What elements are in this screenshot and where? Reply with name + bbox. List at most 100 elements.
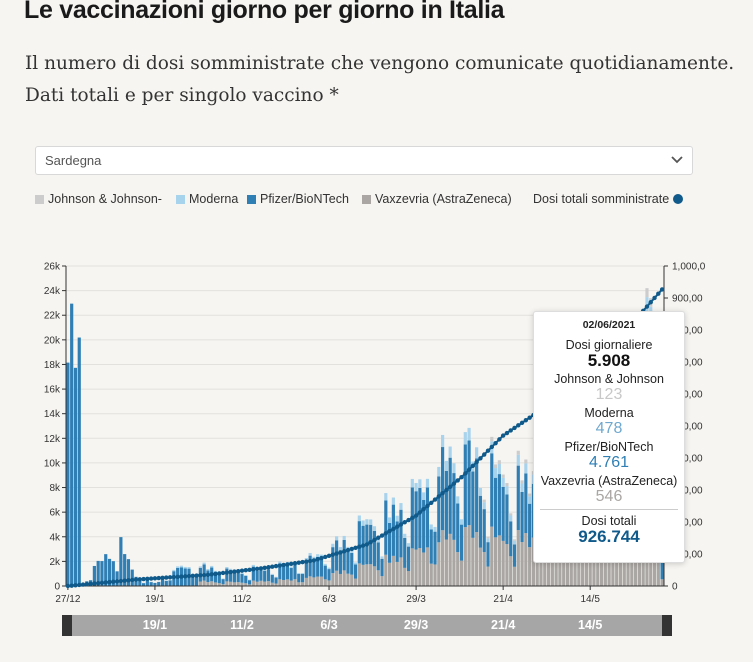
bar-pfizer (475, 458, 479, 533)
bar-pfizer (520, 491, 524, 543)
total-doses-point (455, 478, 460, 483)
x-tick-label: 21/4 (493, 594, 513, 605)
bar-pfizer (141, 583, 146, 586)
total-doses-point (463, 471, 468, 476)
bar-pfizer (213, 572, 218, 583)
tooltip-total-label: Dosi totali (581, 514, 637, 528)
total-doses-point (95, 580, 101, 586)
bar-pfizer (380, 558, 384, 577)
total-doses-point (508, 428, 513, 433)
total-doses-point (444, 487, 449, 493)
bar-pfizer (501, 486, 505, 541)
y-tick-label-right: 400,00 (672, 454, 703, 465)
legend-item-moderna[interactable]: Moderna (176, 192, 238, 206)
region-select[interactable]: Sardegna (35, 146, 693, 175)
brush-handle-left[interactable] (62, 615, 72, 636)
bar-pfizer (153, 582, 157, 586)
tooltip-date: 02/06/2021 (582, 319, 636, 331)
bar-vaxzevria (501, 540, 505, 586)
total-doses-point (489, 444, 494, 450)
bar-jj (482, 499, 486, 503)
bar-moderna (425, 478, 430, 488)
bar-pfizer (278, 563, 282, 580)
bar-pfizer (160, 578, 165, 586)
total-doses-point (224, 570, 230, 575)
bar-moderna (478, 487, 483, 496)
bar-jj (501, 474, 505, 478)
bar-moderna (263, 569, 267, 571)
bar-moderna (342, 535, 346, 540)
bar-moderna (520, 483, 524, 492)
bar-pfizer (452, 473, 456, 540)
total-doses-point (148, 576, 154, 581)
y-tick-label-left: 16k (44, 385, 61, 396)
total-doses-point (497, 437, 502, 442)
bar-vaxzevria (516, 530, 520, 586)
bar-vaxzevria (497, 535, 501, 586)
bar-moderna (187, 567, 191, 569)
total-doses-point (273, 563, 279, 569)
y-tick-label-right: 600,00 (672, 390, 703, 401)
x-tick-label: 14/5 (580, 594, 600, 605)
bar-pfizer (107, 558, 112, 586)
tooltip-daily-label: Dosi giornaliere (565, 338, 653, 352)
bar-moderna (369, 519, 373, 525)
bar-pfizer (194, 577, 199, 586)
subtitle-line-1: Il numero di dosi somministrate che veng… (25, 53, 735, 74)
total-doses-point (99, 580, 105, 585)
x-tick-label: 27/12 (55, 594, 80, 605)
total-doses-point (262, 565, 267, 571)
bar-pfizer (384, 500, 388, 555)
bar-vaxzevria (512, 566, 517, 586)
bar-vaxzevria (342, 570, 346, 586)
total-doses-point (406, 517, 411, 523)
total-doses-point (92, 581, 97, 586)
total-doses-point (402, 520, 407, 525)
total-doses-point (288, 561, 294, 567)
legend-item-total[interactable]: Dosi totali somministrate (533, 192, 684, 206)
time-range-brush[interactable]: 19/1 11/2 6/3 29/3 21/4 14/5 (62, 615, 672, 636)
tooltip-label-moderna: Moderna (584, 406, 634, 420)
bar-pfizer (357, 521, 361, 564)
bar-pfizer (92, 565, 96, 586)
total-doses-point (493, 440, 498, 446)
bar-vaxzevria (304, 577, 308, 586)
bar-vaxzevria (285, 579, 290, 586)
legend-item-vaxzevria[interactable]: Vaxzevria (AstraZeneca) (362, 192, 512, 206)
legend-item-jj[interactable]: Johnson & Johnson- (35, 192, 162, 206)
bar-pfizer (111, 561, 115, 586)
bar-moderna (251, 564, 255, 567)
total-doses-point (519, 420, 525, 425)
legend-label-moderna: Moderna (189, 192, 239, 206)
bar-moderna (316, 554, 320, 557)
total-doses-point (126, 578, 131, 583)
bar-pfizer (274, 577, 278, 584)
legend-swatch-pfizer (247, 194, 256, 204)
bar-vaxzevria (353, 578, 358, 586)
bar-vaxzevria (524, 533, 528, 586)
total-doses-point (478, 456, 483, 461)
total-doses-point (243, 568, 248, 573)
bar-moderna (225, 567, 229, 569)
bar-vaxzevria (327, 580, 331, 586)
bar-pfizer (119, 537, 123, 586)
y-tick-label-left: 10k (44, 458, 61, 469)
bar-vaxzevria (236, 582, 240, 586)
bar-vaxzevria (282, 579, 286, 586)
legend-item-pfizer[interactable]: Pfizer/BioNTech (247, 192, 349, 206)
bar-vaxzevria (486, 566, 490, 586)
bar-pfizer (157, 582, 161, 586)
bar-vaxzevria (467, 525, 471, 586)
bar-pfizer (433, 531, 437, 565)
brush-handle-right[interactable] (662, 615, 672, 636)
total-doses-point (504, 430, 510, 436)
bar-moderna (486, 538, 490, 543)
bar-vaxzevria (380, 576, 384, 586)
bar-moderna (372, 526, 377, 531)
bar-jj (520, 480, 524, 484)
total-doses-point (236, 568, 241, 574)
total-doses-point (360, 543, 366, 548)
total-doses-point (432, 497, 438, 502)
bar-moderna (365, 519, 369, 525)
y-tick-label-left: 20k (44, 335, 61, 346)
